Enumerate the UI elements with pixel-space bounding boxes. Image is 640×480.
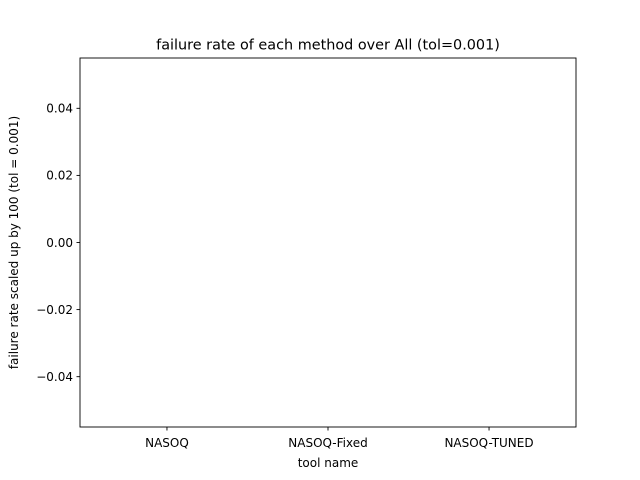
y-axis-ticks: −0.04 −0.02 0.00 0.02 0.04 <box>36 102 80 384</box>
y-axis-label: failure rate scaled up by 100 (tol = 0.0… <box>7 116 21 369</box>
x-tick-label: NASOQ-Fixed <box>288 436 367 450</box>
y-tick-label: 0.02 <box>46 169 73 183</box>
x-axis-ticks: NASOQ NASOQ-Fixed NASOQ-TUNED <box>145 427 534 450</box>
y-tick-label: 0.04 <box>46 102 73 116</box>
plot-frame <box>79 57 577 428</box>
x-tick-label: NASOQ-TUNED <box>444 436 533 450</box>
y-tick-label: −0.02 <box>36 303 73 317</box>
chart-title: failure rate of each method over All (to… <box>156 38 500 54</box>
x-tick-label: NASOQ <box>145 436 189 450</box>
x-axis-label: tool name <box>298 456 359 470</box>
y-tick-label: −0.04 <box>36 370 73 384</box>
y-tick-label: 0.00 <box>46 236 73 250</box>
